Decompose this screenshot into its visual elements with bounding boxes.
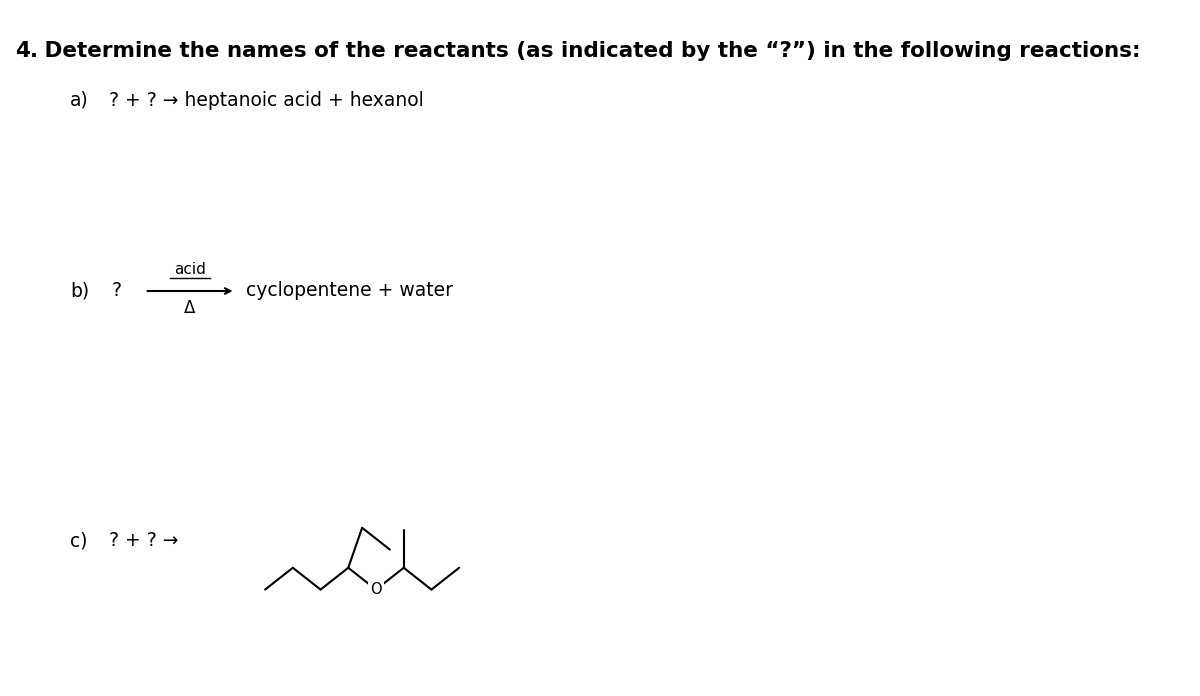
Text: Δ: Δ	[185, 299, 196, 317]
Text: c): c)	[71, 532, 88, 551]
Text: b): b)	[71, 281, 89, 301]
Text: ?: ?	[112, 281, 121, 301]
Text: acid: acid	[174, 262, 206, 277]
Text: a): a)	[71, 91, 89, 110]
Text: Determine the names of the reactants (as indicated by the “?”) in the following : Determine the names of the reactants (as…	[37, 41, 1141, 61]
Text: ? + ? → heptanoic acid + hexanol: ? + ? → heptanoic acid + hexanol	[103, 91, 424, 110]
Text: cyclopentene + water: cyclopentene + water	[246, 281, 454, 301]
Text: 4.: 4.	[14, 41, 38, 61]
Text: O: O	[370, 582, 382, 597]
Text: ? + ? →: ? + ? →	[103, 532, 179, 551]
